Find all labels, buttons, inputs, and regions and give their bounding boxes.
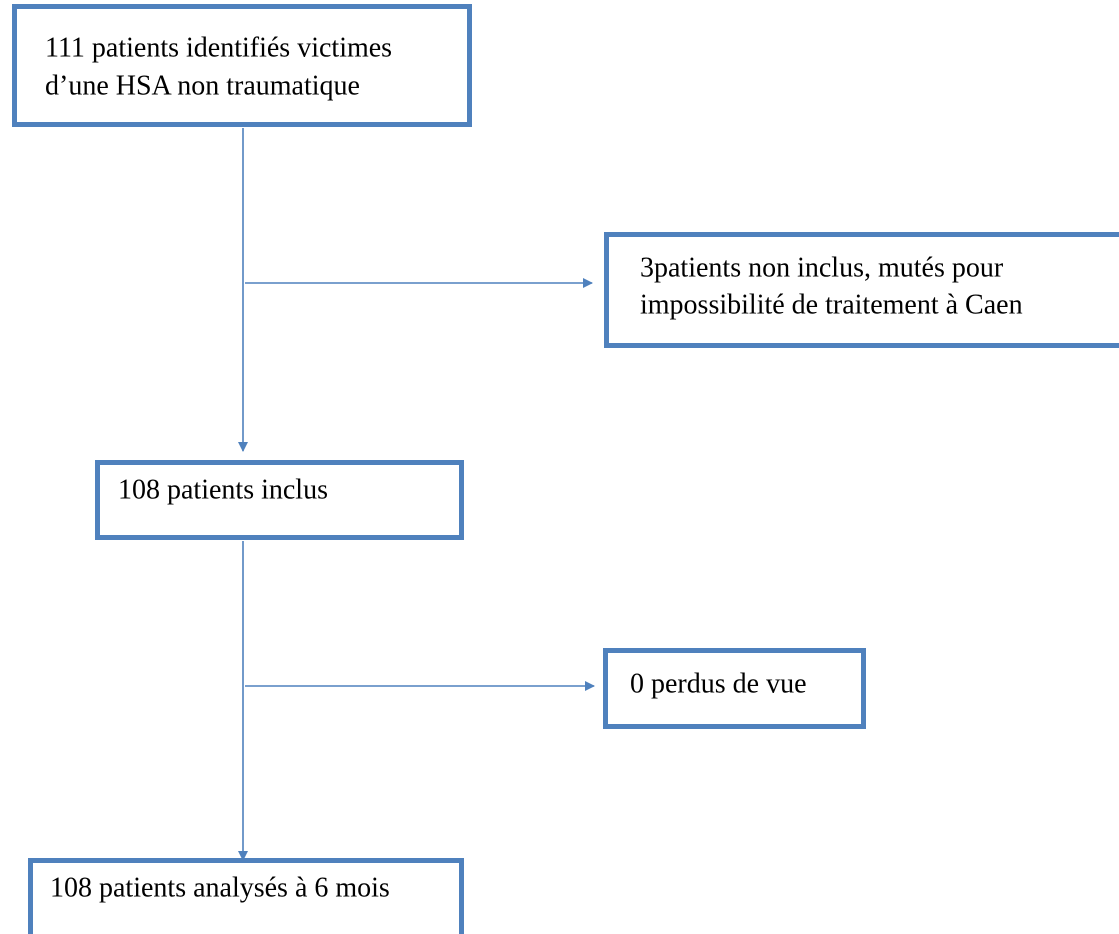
node-text: 108 patients analysés à 6 mois [50, 872, 390, 903]
node-text: impossibilité de traitement à Caen [640, 289, 1023, 320]
node-box [95, 460, 464, 540]
node-box [28, 858, 464, 934]
node-text: 0 perdus de vue [630, 668, 807, 699]
node-box [603, 648, 866, 729]
node-box [604, 232, 1119, 348]
node-box [12, 4, 472, 127]
node-text: 111 patients identifiés victimes [45, 32, 392, 63]
node-text: 3patients non inclus, mutés pour [640, 252, 1004, 283]
node-text: d’une HSA non traumatique [45, 70, 360, 101]
node-text: 108 patients inclus [118, 474, 328, 505]
